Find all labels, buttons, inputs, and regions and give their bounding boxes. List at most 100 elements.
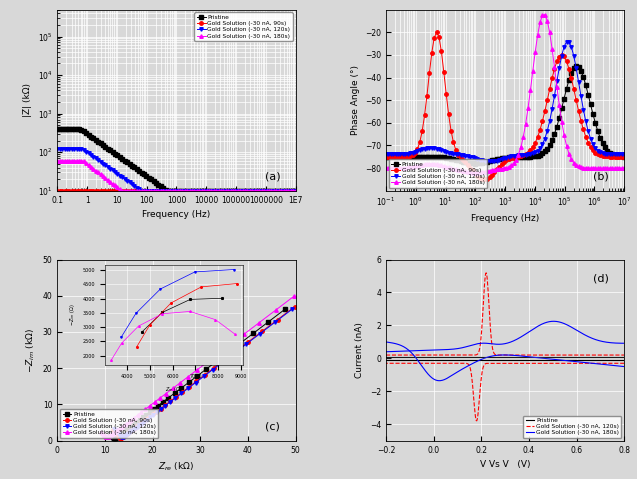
Pristine (438, 154, 445, 160)
Pristine (236, 341, 243, 347)
Gold Solution (-30 nA, 120s) (136, 422, 143, 428)
Gold Solution (-30 nA, 180s) (290, 293, 298, 299)
Gold Solution (-30 nA, 180s) (511, 337, 519, 343)
Pristine (106, 430, 114, 436)
Legend: Pristine, Gold Solution (-30 nA, 120s), Gold Solution (-30 nA, 180s): Pristine, Gold Solution (-30 nA, 120s), … (523, 415, 621, 438)
Gold Solution (-30 nA, 90s) (613, 154, 621, 160)
Legend: Pristine, Gold Solution (-30 nA, 90s), Gold Solution (-30 nA, 120s), Gold Soluti: Pristine, Gold Solution (-30 nA, 90s), G… (61, 409, 159, 438)
Gold Solution (-30 nA, 180s) (198, 188, 206, 194)
Line: Gold Solution (-30 nA, 90s): Gold Solution (-30 nA, 90s) (55, 189, 297, 193)
Gold Solution (-30 nA, 90s) (291, 304, 299, 309)
Gold Solution (-30 nA, 180s) (497, 342, 505, 347)
Gold Solution (-30 nA, 180s) (615, 340, 623, 346)
Pristine (497, 354, 505, 360)
Gold Solution (-30 nA, 90s) (292, 188, 299, 194)
Gold Solution (-30 nA, 90s) (116, 434, 124, 440)
Legend: Pristine, Gold Solution (-30 nA, 90s), Gold Solution (-30 nA, 120s), Gold Soluti: Pristine, Gold Solution (-30 nA, 90s), G… (194, 12, 292, 41)
Gold Solution (-30 nA, 120s) (613, 151, 621, 157)
Gold Solution (-30 nA, 120s) (615, 352, 623, 358)
Gold Solution (-30 nA, 120s) (99, 160, 107, 166)
Gold Solution (-30 nA, 120s) (606, 151, 613, 157)
Line: Gold Solution (-30 nA, 90s): Gold Solution (-30 nA, 90s) (384, 31, 626, 181)
Line: Gold Solution (-30 nA, 120s): Gold Solution (-30 nA, 120s) (386, 273, 624, 355)
Line: Gold Solution (-30 nA, 120s): Gold Solution (-30 nA, 120s) (55, 148, 297, 193)
Gold Solution (-30 nA, 180s) (282, 188, 290, 194)
Gold Solution (-30 nA, 90s) (117, 435, 125, 441)
Pristine (178, 188, 186, 194)
Text: (a): (a) (264, 172, 280, 182)
Gold Solution (-30 nA, 120s) (275, 188, 283, 194)
Pristine (198, 188, 206, 194)
Gold Solution (-30 nA, 120s) (512, 352, 519, 358)
Gold Solution (-30 nA, 180s) (527, 87, 534, 93)
Gold Solution (-30 nA, 180s) (438, 162, 445, 168)
Gold Solution (-30 nA, 120s) (438, 147, 445, 153)
Pristine (275, 188, 283, 194)
Line: Pristine: Pristine (384, 65, 626, 165)
Gold Solution (-30 nA, 180s) (240, 331, 248, 337)
Gold Solution (-30 nA, 90s) (115, 433, 123, 439)
Gold Solution (-30 nA, 180s) (108, 432, 115, 438)
Pristine (54, 126, 61, 132)
Text: (c): (c) (264, 422, 280, 432)
Pristine (109, 433, 117, 439)
Gold Solution (-30 nA, 120s) (292, 188, 299, 194)
Gold Solution (-30 nA, 90s) (196, 188, 203, 194)
Gold Solution (-30 nA, 120s) (527, 151, 534, 157)
Gold Solution (-30 nA, 120s) (138, 188, 145, 194)
Pristine (164, 188, 172, 194)
Pristine (120, 428, 128, 434)
Pristine (572, 63, 580, 69)
Gold Solution (-30 nA, 90s) (176, 188, 184, 194)
Line: Gold Solution (-30 nA, 180s): Gold Solution (-30 nA, 180s) (55, 159, 297, 193)
Pristine (99, 142, 107, 148)
Pristine (615, 354, 622, 360)
Gold Solution (-30 nA, 120s) (109, 168, 117, 173)
X-axis label: Frequency (Hz): Frequency (Hz) (471, 214, 540, 223)
Gold Solution (-30 nA, 90s) (481, 176, 489, 182)
Pristine (511, 354, 519, 360)
Gold Solution (-30 nA, 90s) (274, 317, 282, 322)
Gold Solution (-30 nA, 90s) (54, 188, 61, 194)
Gold Solution (-30 nA, 120s) (507, 154, 515, 160)
Gold Solution (-30 nA, 120s) (620, 352, 628, 358)
Gold Solution (-30 nA, 180s) (118, 188, 126, 194)
Gold Solution (-30 nA, 180s) (620, 165, 628, 171)
Gold Solution (-30 nA, 120s) (620, 152, 628, 158)
Gold Solution (-30 nA, 90s) (510, 155, 517, 160)
X-axis label: V Vs V   (V): V Vs V (V) (480, 460, 531, 469)
Pristine (382, 154, 390, 160)
Gold Solution (-30 nA, 90s) (109, 188, 117, 194)
Gold Solution (-30 nA, 180s) (127, 417, 135, 422)
Gold Solution (-30 nA, 90s) (220, 357, 228, 363)
Gold Solution (-30 nA, 180s) (382, 349, 390, 354)
Gold Solution (-30 nA, 180s) (541, 12, 548, 18)
Gold Solution (-30 nA, 90s) (606, 154, 613, 160)
Pristine (282, 306, 289, 312)
Pristine (507, 154, 515, 160)
Gold Solution (-30 nA, 120s) (282, 188, 290, 194)
Pristine (111, 435, 118, 441)
Pristine (115, 433, 122, 438)
Gold Solution (-30 nA, 180s) (471, 170, 479, 175)
Gold Solution (-30 nA, 120s) (496, 352, 503, 358)
Pristine (428, 154, 436, 160)
Y-axis label: |Z| (kΩ): |Z| (kΩ) (23, 83, 32, 117)
Gold Solution (-30 nA, 90s) (529, 144, 536, 150)
Gold Solution (-30 nA, 180s) (101, 433, 108, 438)
Gold Solution (-30 nA, 120s) (138, 421, 145, 426)
Gold Solution (-30 nA, 90s) (620, 154, 628, 160)
Gold Solution (-30 nA, 180s) (382, 165, 390, 171)
Gold Solution (-30 nA, 120s) (562, 39, 570, 45)
Pristine (471, 160, 479, 166)
Gold Solution (-30 nA, 180s) (578, 331, 585, 336)
Gold Solution (-30 nA, 120s) (118, 434, 125, 440)
Pristine (527, 154, 534, 160)
Gold Solution (-30 nA, 120s) (382, 152, 390, 158)
Gold Solution (-30 nA, 120s) (382, 352, 390, 358)
Line: Gold Solution (-30 nA, 180s): Gold Solution (-30 nA, 180s) (384, 13, 626, 174)
Pristine (109, 149, 117, 155)
Gold Solution (-30 nA, 180s) (103, 434, 110, 440)
Gold Solution (-30 nA, 180s) (134, 412, 141, 418)
Gold Solution (-30 nA, 180s) (97, 429, 104, 434)
